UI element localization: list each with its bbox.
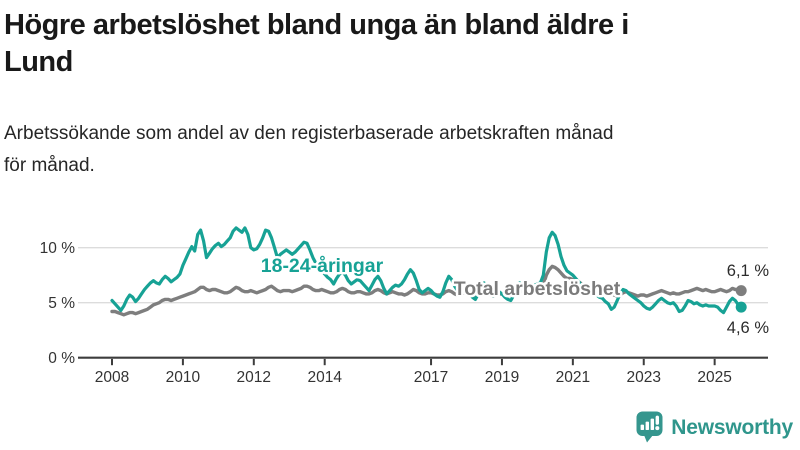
chart-subtitle: Arbetssökande som andel av den registerb… — [0, 118, 800, 182]
end-value-label-youth: 4,6 % — [727, 319, 770, 337]
gridlines: 0 % 5 % 10 % — [40, 240, 768, 367]
end-dot-total — [735, 285, 747, 297]
line-youth — [110, 226, 743, 315]
newsworthy-bar-chart-bubble-icon — [636, 411, 663, 443]
line-total — [110, 264, 743, 317]
newsworthy-logo: Newsworthy — [636, 411, 793, 443]
x-tick-label: 2008 — [95, 369, 129, 386]
title-line-1: Högre arbetslöshet bland unga än bland ä… — [4, 9, 629, 41]
x-tick-label: 2025 — [697, 369, 731, 386]
end-dots — [735, 285, 747, 313]
title-line-2: Lund — [4, 46, 73, 78]
x-tick-label: 2021 — [556, 369, 590, 386]
x-tick-label: 2023 — [627, 369, 661, 386]
subtitle-line-1: Arbetssökande som andel av den registerb… — [4, 123, 614, 144]
x-axis: 2008 2010 2012 2014 2017 2019 2021 2023 2025 — [78, 356, 768, 386]
chart-header: Högre arbetslöshet bland unga än bland ä… — [0, 0, 800, 182]
x-tick-label: 2012 — [237, 369, 271, 386]
y-tick-label: 10 % — [40, 240, 76, 257]
x-tick-label: 2017 — [414, 369, 448, 386]
series-lines — [110, 226, 743, 317]
y-tick-label: 0 % — [48, 350, 75, 367]
series-label-total: Total arbetslöshet — [454, 278, 621, 300]
end-dot-youth — [735, 301, 747, 313]
end-value-label-total: 6,1 % — [727, 262, 770, 280]
x-tick-label: 2019 — [485, 369, 519, 386]
x-tick-label: 2014 — [307, 369, 342, 386]
y-tick-label: 5 % — [48, 295, 75, 312]
newsworthy-logo-text: Newsworthy — [671, 415, 793, 439]
series-label-youth: 18-24-åringar — [261, 254, 384, 277]
x-tick-label: 2010 — [166, 369, 201, 386]
subtitle-line-2: för månad. — [4, 155, 95, 176]
page-title: Högre arbetslöshet bland unga än bland ä… — [0, 7, 800, 81]
